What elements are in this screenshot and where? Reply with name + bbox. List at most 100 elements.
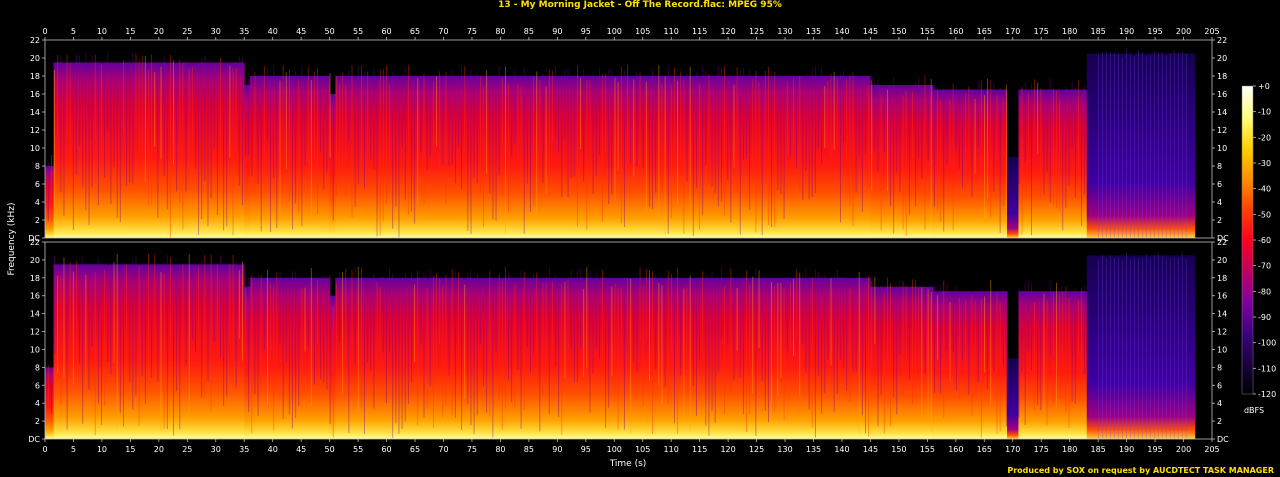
channel-1-tail-streak: [1185, 54, 1187, 238]
channel-1-streak: [451, 69, 453, 165]
channel-2-tail-streak: [1177, 257, 1179, 439]
channel-2-streak: [990, 280, 992, 406]
channel-2-streak: [911, 279, 913, 405]
channel-1-streak: [570, 86, 572, 178]
x-tick-label: 145: [863, 445, 878, 454]
channel-1-streak: [360, 65, 362, 184]
x-tick-label: 190: [1119, 445, 1134, 454]
channel-2-streak: [605, 280, 607, 429]
channel-2-tail-streak: [1102, 255, 1103, 439]
channel-1-streak: [918, 76, 920, 159]
channel-2-streak: [110, 270, 112, 375]
channel-2-streak: [714, 278, 716, 424]
channel-2-streak: [257, 273, 259, 416]
channel-2-streak: [113, 261, 115, 364]
channel-2-streak: [79, 273, 81, 364]
channel-1-streak: [82, 66, 84, 188]
x-tick-label: 110: [664, 27, 679, 36]
channel-1-streak: [97, 60, 99, 206]
channel-2-streak: [893, 291, 895, 398]
channel-1-streak: [129, 58, 131, 183]
x-tick-label: 205: [1204, 27, 1219, 36]
x-tick-label: 35: [239, 27, 249, 36]
channel-2-streak: [890, 283, 891, 426]
x-tick-label: 205: [1204, 445, 1219, 454]
channel-1-streak: [758, 82, 760, 190]
channel-1-streak: [72, 67, 74, 230]
channel-1-streak: [148, 69, 149, 205]
colorbar-tick-label: -10: [1258, 108, 1271, 117]
channel-1-streak: [273, 65, 275, 178]
channel-1-streak: [1018, 93, 1020, 185]
channel-2-streak: [924, 288, 926, 374]
channel-2-segment-9: [1007, 358, 1019, 439]
channel-2-streak: [789, 282, 791, 349]
channel-2-streak: [1071, 298, 1073, 402]
y-tick-label: 6: [1217, 381, 1222, 390]
x-tick-label: 75: [467, 445, 477, 454]
channel-1-segment-3: [249, 76, 330, 238]
channel-2-streak: [1040, 298, 1042, 411]
channel-1-streak: [238, 55, 240, 186]
channel-2-streak: [771, 281, 773, 403]
channel-2-streak: [695, 282, 697, 416]
channel-1-segment-0: [45, 166, 54, 238]
channel-1-streak: [993, 83, 995, 192]
channel-1-streak: [445, 71, 447, 204]
channel-1-streak: [248, 78, 250, 155]
channel-2-streak: [195, 274, 196, 353]
channel-2-streak: [1059, 293, 1061, 399]
channel-1-streak: [896, 87, 898, 173]
colorbar-tick-label: -80: [1258, 287, 1271, 296]
channel-2-streak: [163, 273, 165, 429]
channel-2-streak: [379, 286, 381, 385]
channel-2-streak: [589, 270, 591, 413]
channel-1-streak: [1074, 87, 1076, 198]
channel-2-streak: [404, 272, 406, 422]
channel-2-streak: [558, 283, 560, 417]
channel-2-streak: [561, 282, 563, 435]
channel-1-streak: [548, 69, 550, 184]
channel-2-tail-streak: [1130, 258, 1131, 439]
channel-1-streak: [586, 80, 588, 230]
channel-1-tail-streak: [1165, 55, 1167, 238]
channel-1-streak: [927, 88, 929, 162]
y-tick-label: 10: [30, 144, 40, 153]
channel-1-streak: [805, 73, 807, 171]
channel-2-streak: [489, 270, 491, 417]
channel-1-streak: [373, 68, 375, 170]
channel-2-streak: [705, 274, 707, 426]
channel-1-streak: [423, 73, 425, 205]
channel-1-streak: [357, 66, 359, 184]
channel-2-streak: [226, 273, 228, 397]
channel-1-streak: [66, 54, 68, 140]
channel-2-streak: [921, 287, 923, 421]
channel-2-streak: [530, 285, 531, 374]
x-tick-label: 5: [71, 445, 76, 454]
channel-2-streak: [996, 293, 998, 434]
channel-1-streak: [721, 68, 722, 202]
y-tick-label: 6: [35, 381, 40, 390]
channel-1-streak: [382, 69, 384, 222]
x-axis-label: Time (s): [609, 459, 647, 469]
channel-1-streak: [573, 85, 575, 177]
channel-1-streak: [439, 71, 441, 180]
channel-1-streak: [952, 83, 954, 231]
channel-2-streak: [138, 265, 140, 426]
channel-1-streak: [188, 68, 190, 182]
channel-1-tail-streak: [1098, 54, 1099, 238]
channel-1-segment-1: [53, 62, 245, 238]
channel-1-streak: [771, 70, 773, 227]
channel-1-streak: [122, 59, 124, 134]
channel-2-streak: [508, 273, 509, 381]
channel-2-streak: [699, 284, 700, 361]
channel-1-streak: [392, 72, 394, 229]
channel-2-streak: [915, 279, 917, 389]
channel-2-streak: [213, 269, 215, 342]
channel-2-streak: [711, 271, 713, 411]
channel-2-tail-streak: [1145, 254, 1147, 439]
x-tick-label: 65: [410, 27, 420, 36]
x-tick-label: 90: [552, 27, 562, 36]
channel-2-streak: [357, 266, 359, 412]
colorbar-tick-label: -30: [1258, 159, 1271, 168]
